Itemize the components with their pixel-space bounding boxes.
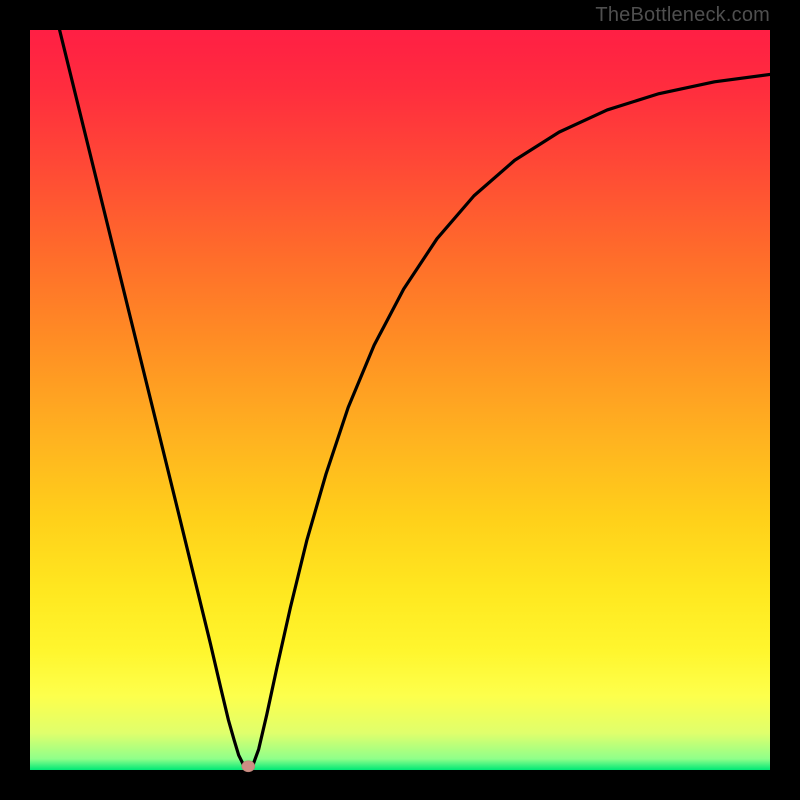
watermark-text: TheBottleneck.com <box>595 4 770 27</box>
gradient-background <box>30 30 770 770</box>
optimal-point-marker <box>242 761 255 772</box>
bottleneck-chart <box>0 0 800 800</box>
chart-container: TheBottleneck.com <box>0 0 800 800</box>
